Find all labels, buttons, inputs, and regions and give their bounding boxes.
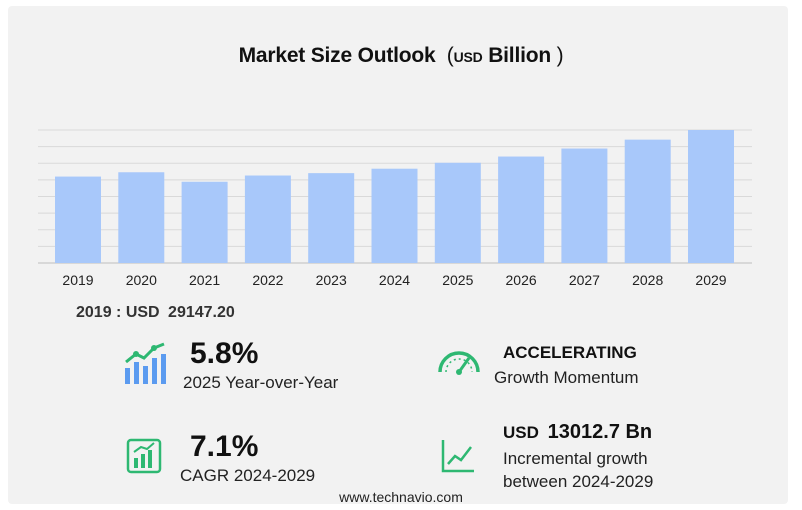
x-tick-label-2019: 2019 bbox=[62, 272, 93, 288]
incremental-value: USD 13012.7 Bn bbox=[503, 421, 653, 443]
x-tick-label-2029: 2029 bbox=[695, 272, 726, 288]
x-tick-label-2028: 2028 bbox=[632, 272, 663, 288]
bar-2028[interactable] bbox=[624, 139, 671, 263]
bar-2025[interactable] bbox=[434, 162, 481, 263]
x-tick-label-2025: 2025 bbox=[442, 272, 473, 288]
x-tick-label-2020: 2020 bbox=[126, 272, 157, 288]
bar-2022[interactable] bbox=[244, 175, 291, 263]
bar-2027[interactable] bbox=[561, 148, 608, 263]
x-tick-label-2024: 2024 bbox=[379, 272, 410, 288]
x-tick-label-2021: 2021 bbox=[189, 272, 220, 288]
chart-title: Market Size Outlook (USD Billion ) bbox=[238, 44, 564, 67]
bar-chart: 2019 2020 2021 2022 2023 2024 2025 2026 2027 2028… bbox=[38, 129, 752, 288]
momentum-title: ACCELERATING bbox=[503, 343, 637, 362]
speedometer-icon bbox=[438, 351, 480, 375]
base-year-value: 2019 : USD 29147.20 bbox=[76, 304, 235, 321]
yoy-value: 5.8% bbox=[190, 337, 259, 370]
cagr-label: CAGR 2024-2029 bbox=[180, 466, 316, 485]
x-tick-label-2026: 2026 bbox=[506, 272, 537, 288]
cagr-value: 7.1% bbox=[190, 430, 259, 463]
x-tick-label-2027: 2027 bbox=[569, 272, 600, 288]
x-tick-label-2022: 2022 bbox=[252, 272, 283, 288]
incremental-label-line1: Incremental growth bbox=[503, 449, 648, 468]
bar-2026[interactable] bbox=[498, 156, 545, 263]
line-chart-icon bbox=[441, 440, 474, 473]
growth-bars-icon bbox=[126, 438, 162, 474]
trend-chart-icon bbox=[125, 342, 166, 384]
incremental-label-line2: between 2024-2029 bbox=[503, 472, 654, 491]
x-tick-label-2023: 2023 bbox=[316, 272, 347, 288]
bar-2023[interactable] bbox=[308, 173, 355, 263]
bar-2024[interactable] bbox=[371, 168, 418, 263]
yoy-label: 2025 Year-over-Year bbox=[183, 373, 339, 392]
bar-2020[interactable] bbox=[118, 172, 165, 263]
footer-url[interactable]: www.technavio.com bbox=[339, 489, 463, 505]
momentum-label: Growth Momentum bbox=[494, 368, 639, 387]
bar-2021[interactable] bbox=[181, 181, 228, 263]
bar-2029[interactable] bbox=[688, 130, 734, 263]
bar-2019[interactable] bbox=[55, 176, 101, 263]
